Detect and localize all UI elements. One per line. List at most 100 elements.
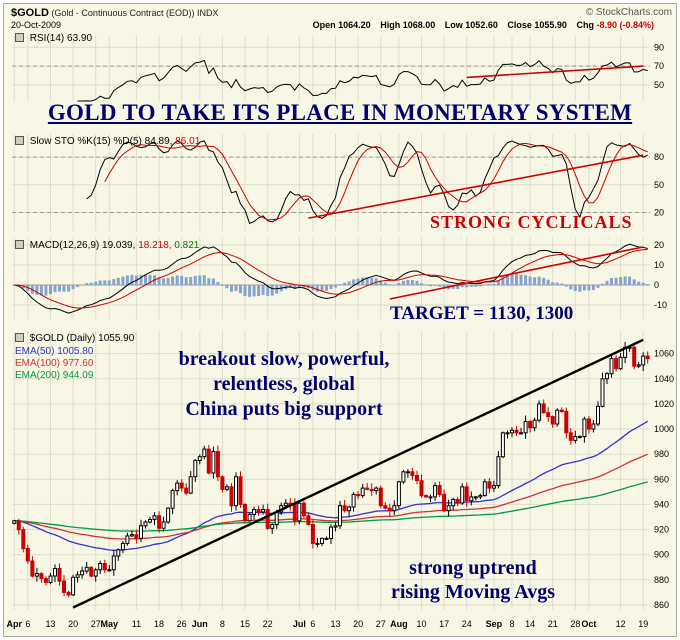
annotation-headline: GOLD TO TAKE ITS PLACE IN MONETARY SYSTE…: [47, 100, 633, 125]
svg-text:Aug: Aug: [390, 619, 408, 629]
svg-text:12: 12: [616, 619, 626, 629]
svg-text:Jun: Jun: [192, 619, 208, 629]
macd-name: MACD(12,26,9): [29, 240, 100, 251]
svg-text:940: 940: [654, 499, 669, 509]
svg-text:24: 24: [462, 619, 472, 629]
annotation-uptrend-line1: strong uptrend: [409, 557, 537, 579]
high-label: High: [380, 20, 401, 30]
sto-k-value: 84.89,: [144, 136, 173, 147]
rsi-name: RSI(14): [29, 33, 65, 44]
svg-text:20: 20: [353, 619, 363, 629]
open-label: Open: [312, 20, 336, 30]
svg-text:Sep: Sep: [486, 619, 503, 629]
svg-text:90: 90: [654, 42, 664, 52]
rsi-value: 63.90: [67, 33, 93, 44]
svg-text:15: 15: [240, 619, 250, 629]
panel-icon: [15, 136, 24, 145]
svg-text:Oct: Oct: [581, 619, 596, 629]
annotation-strong-cyclicals: STRONG CYCLICALS: [430, 212, 633, 232]
close-value: 1055.90: [534, 20, 567, 30]
svg-text:Jul: Jul: [293, 619, 306, 629]
svg-text:21: 21: [548, 619, 558, 629]
macd-hist-value: 0.821: [174, 240, 200, 251]
annotation-breakout-line3: China puts big support: [185, 398, 383, 420]
svg-text:80: 80: [654, 152, 664, 162]
svg-text:May: May: [101, 619, 119, 629]
ema100-legend: EMA(100) 977.60: [15, 358, 94, 369]
price-name: $GOLD (Daily): [29, 333, 96, 344]
svg-text:20: 20: [654, 240, 664, 250]
stochastics-label: Slow STO %K(15) %D(5) 84.89, 86.01: [15, 136, 200, 147]
chart-header: $GOLD (Gold - Continuous Contract (EOD))…: [11, 7, 218, 30]
svg-text:-10: -10: [654, 300, 667, 310]
svg-text:18: 18: [154, 619, 164, 629]
svg-text:900: 900: [654, 550, 669, 560]
svg-text:1000: 1000: [654, 424, 674, 434]
svg-text:26: 26: [177, 619, 187, 629]
svg-text:920: 920: [654, 525, 669, 535]
svg-text:980: 980: [654, 449, 669, 459]
svg-text:50: 50: [654, 180, 664, 190]
panel-icon: [15, 333, 24, 342]
svg-text:6: 6: [25, 619, 30, 629]
panel-icon: [15, 240, 24, 249]
svg-text:22: 22: [263, 619, 273, 629]
low-label: Low: [444, 20, 463, 30]
svg-text:1040: 1040: [654, 374, 674, 384]
ticker-description: (Gold - Continuous Contract (EOD)) INDX: [51, 8, 219, 18]
annotation-breakout-line1: breakout slow, powerful,: [178, 348, 390, 370]
svg-text:1060: 1060: [654, 349, 674, 359]
rsi-label: RSI(14) 63.90: [15, 33, 92, 44]
svg-text:20: 20: [654, 208, 664, 218]
chart-date: 20-Oct-2009: [11, 20, 62, 30]
svg-text:20: 20: [68, 619, 78, 629]
ema50-legend: EMA(50) 1005.80: [15, 346, 94, 357]
close-label: Close: [507, 20, 532, 30]
svg-text:Apr: Apr: [7, 619, 23, 629]
chg-label: Chg: [576, 20, 594, 30]
ema200-legend: EMA(200) 944.09: [15, 370, 94, 381]
svg-text:1020: 1020: [654, 399, 674, 409]
price-label: $GOLD (Daily) 1055.90: [15, 333, 134, 344]
svg-text:960: 960: [654, 474, 669, 484]
svg-text:27: 27: [376, 619, 386, 629]
svg-text:880: 880: [654, 575, 669, 585]
price-value: 1055.90: [98, 333, 135, 344]
svg-text:19: 19: [638, 619, 648, 629]
svg-text:13: 13: [331, 619, 341, 629]
annotation-breakout-line2: relentless, global: [213, 373, 355, 395]
svg-text:27: 27: [91, 619, 101, 629]
header-right: © StockCharts.com Open 1064.20 High 1068…: [306, 7, 672, 30]
low-value: 1052.60: [465, 20, 498, 30]
panel-icon: [15, 33, 24, 42]
svg-text:70: 70: [654, 61, 664, 71]
open-value: 1064.20: [338, 20, 371, 30]
ticker-symbol: $GOLD: [11, 7, 49, 19]
annotation-target: TARGET = 1130, 1300: [390, 303, 574, 324]
ohlc-quote: Open 1064.20 High 1068.00 Low 1052.60 Cl…: [306, 20, 654, 30]
svg-text:8: 8: [220, 619, 225, 629]
symbol-line: $GOLD (Gold - Continuous Contract (EOD))…: [11, 7, 218, 19]
svg-text:50: 50: [654, 80, 664, 90]
svg-text:860: 860: [654, 600, 669, 610]
annotation-uptrend: strong uptrend rising Moving Avgs: [354, 556, 592, 604]
svg-text:14: 14: [525, 619, 535, 629]
high-value: 1068.00: [402, 20, 436, 30]
annotation-uptrend-line2: rising Moving Avgs: [390, 581, 556, 603]
svg-text:17: 17: [439, 619, 449, 629]
svg-text:11: 11: [132, 619, 141, 629]
macd-line-value: 19.039,: [102, 240, 136, 251]
sto-name: Slow STO %K(15) %D(5): [29, 136, 142, 147]
svg-text:28: 28: [570, 619, 580, 629]
svg-text:10: 10: [416, 619, 426, 629]
svg-text:6: 6: [310, 619, 315, 629]
chg-value: -8.90 (-0.84%): [596, 20, 654, 30]
macd-signal-value: 18.218,: [138, 240, 172, 251]
svg-text:10: 10: [654, 260, 664, 270]
annotation-breakout: breakout slow, powerful, relentless, glo…: [116, 347, 452, 422]
svg-text:13: 13: [45, 619, 55, 629]
chart-canvas: 90705080502020100-1010601040102010009809…: [7, 36, 674, 629]
svg-text:0: 0: [654, 280, 659, 290]
macd-label: MACD(12,26,9) 19.039, 18.218, 0.821: [15, 240, 199, 251]
sto-d-value: 86.01: [175, 136, 201, 147]
